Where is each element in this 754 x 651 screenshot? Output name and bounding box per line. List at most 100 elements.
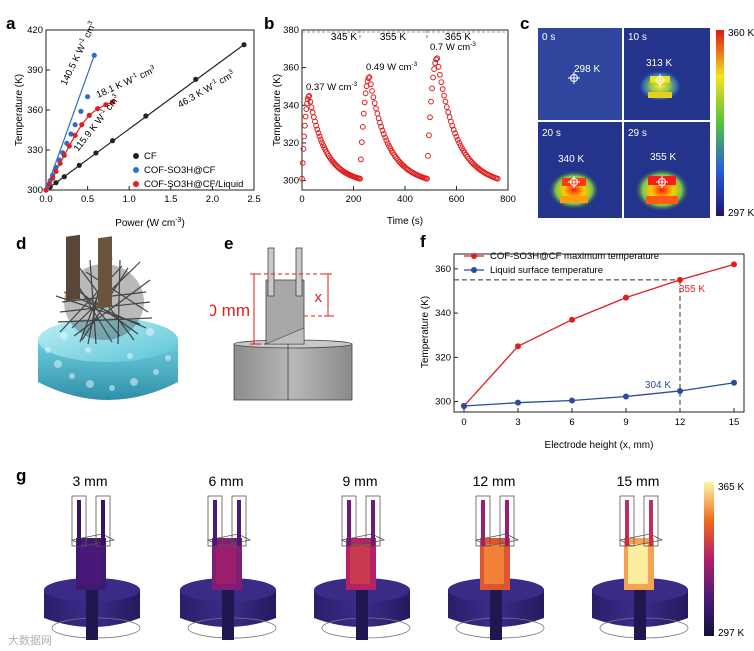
chart-a-ylabel: Temperature (K) [14, 74, 25, 146]
chart-a-point [68, 131, 74, 137]
chart-f-point [569, 397, 575, 404]
simulation-electrode [347, 500, 351, 546]
chart-a-legend-marker-cf [133, 153, 139, 159]
chart-b-point [442, 98, 449, 105]
schematic-fiber-shading [265, 327, 305, 345]
simulation-electrode [213, 500, 217, 546]
chart-b-point [423, 175, 430, 182]
chart-f-point [677, 276, 683, 283]
chart-b-point [307, 98, 314, 105]
chart-b-point [433, 56, 440, 63]
chart-b-point [367, 81, 374, 88]
chart-b-annotation-power-1: 0.37 W cm-3 [306, 81, 358, 93]
thermal-frame-20s-time: 20 s [542, 128, 561, 139]
chart-a-point [72, 132, 78, 138]
chart-b-xtick-label: 200 [346, 194, 362, 205]
chart-a: 0.0 0.5 1.0 1.5 2.0 2.5 300 330 360 390 420 Tempe… [14, 20, 261, 229]
chart-b-point [434, 55, 441, 62]
chart-b-y-ticks: 300 320 340 360 380 [283, 25, 306, 187]
chart-f-series-line [463, 382, 735, 407]
chart-a-ytick-label: 390 [27, 65, 43, 76]
chart-f-point [515, 399, 521, 406]
chart-a-point [43, 187, 49, 193]
chart-b-point [366, 74, 373, 80]
chart-b-ytick-label: 300 [283, 176, 299, 187]
chart-b-point [299, 160, 306, 166]
chart-b-point [370, 94, 377, 101]
chart-a-point [72, 122, 78, 128]
chart-f-xtick-label: 9 [623, 417, 628, 428]
chart-f-ylabel: Temperature (K) [420, 296, 431, 368]
chart-b-point [428, 98, 434, 105]
chart-b-point [361, 99, 368, 106]
chart-a-point [46, 181, 52, 187]
chart-a-point [57, 160, 63, 166]
chart-b-point [456, 139, 463, 146]
chart-a-point [103, 102, 109, 108]
chart-f-series-line [463, 263, 735, 407]
chart-a-point [86, 112, 92, 118]
chart-a-ytick-label: 330 [27, 145, 43, 156]
chart-a-ytick-label: 360 [27, 105, 43, 116]
thermal-colorbar [716, 30, 724, 216]
chart-b-point [439, 86, 446, 92]
chart-a-point [143, 113, 149, 119]
chart-f-legend-liquid: Liquid surface temperature [490, 265, 603, 276]
chart-a-point [109, 138, 116, 144]
simulation-electrode [481, 500, 485, 546]
chart-b-segment-label-1: 345 K [331, 32, 357, 43]
chart-b-xlabel: Time (s) [387, 216, 423, 227]
chart-a-point [61, 152, 67, 158]
chart-b-xtick-label: 600 [449, 194, 465, 205]
chart-a-annotation-slope-liquid-high: 18.1 K W-1 cm3 [94, 64, 158, 101]
chart-f-annotation-304: 304 K [645, 380, 671, 391]
chart-b-segment-label-3: 365 K [445, 32, 471, 43]
chart-b-point [382, 134, 389, 141]
chart-a-xlabel: Power (W cm-3) [115, 217, 185, 229]
chart-b-point [445, 109, 452, 116]
simulation-slab [222, 576, 234, 640]
chart-b-point [494, 175, 501, 182]
chart-b-point [374, 110, 381, 117]
simulation-hot-core [216, 544, 236, 584]
thermal-frame-20s: 20 s 340 K [538, 122, 622, 218]
chart-f-x-ticks: 0 3 6 9 12 15 [461, 408, 739, 428]
chart-b-point [383, 137, 390, 144]
schematic-electrode-right [295, 247, 303, 297]
chart-b-point [314, 126, 321, 133]
chart-a-point [93, 150, 99, 156]
simulation-model: 3 mm [44, 473, 141, 640]
chart-b-point [438, 79, 445, 86]
chart-a-legend-cof-liquid: COF-SO3H@CF/Liquid [144, 179, 243, 190]
simulation-electrode [505, 500, 509, 546]
chart-b-point [380, 131, 387, 137]
chart-b-point [441, 92, 447, 99]
chart-a-point [91, 52, 97, 58]
chart-b-point [378, 123, 385, 130]
chart-b-point [359, 123, 366, 130]
crosshair-icon [568, 176, 580, 188]
chart-b-point [317, 136, 324, 143]
chart-b-point [358, 139, 365, 146]
chart-f-points [461, 261, 737, 409]
chart-a-point [79, 122, 85, 128]
simulation-model: 15 mm [592, 473, 689, 640]
chart-a-point [193, 76, 199, 82]
chart-b-point [432, 60, 439, 66]
chart-a-x-ticks: 0.0 0.5 1.0 1.5 2.0 2.5 [39, 186, 261, 205]
chart-a-points [43, 42, 247, 193]
chart-f-xtick-label: 12 [675, 417, 686, 428]
simulation-models: 3 mm 6 mm 9 mm 12 mm 15 mm [44, 473, 689, 640]
thermal-frame-10s-electrode-lower [648, 92, 672, 98]
thermal-frame-0s-temp: 298 K [574, 64, 600, 75]
chart-b-point [304, 100, 310, 107]
simulation-hot-core [628, 544, 648, 584]
chart-b-point [357, 175, 363, 182]
chart-f-xtick-label: 6 [569, 417, 574, 428]
chart-f-legend-marker-max [471, 253, 477, 259]
panel-letter-b: b [264, 14, 275, 33]
thermal-frame-29s-temp: 355 K [650, 152, 676, 163]
render-d [38, 234, 178, 400]
thermal-colorbar-min: 297 K [728, 208, 754, 219]
schematic-e: 20 mm x [210, 247, 353, 401]
